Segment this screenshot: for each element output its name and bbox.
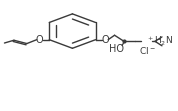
Text: Cl$^-$: Cl$^-$ (139, 45, 156, 56)
Text: O: O (36, 35, 44, 45)
Text: HO: HO (109, 44, 124, 54)
Text: O: O (101, 35, 109, 45)
Text: $^+$H$_2$N: $^+$H$_2$N (146, 35, 173, 48)
